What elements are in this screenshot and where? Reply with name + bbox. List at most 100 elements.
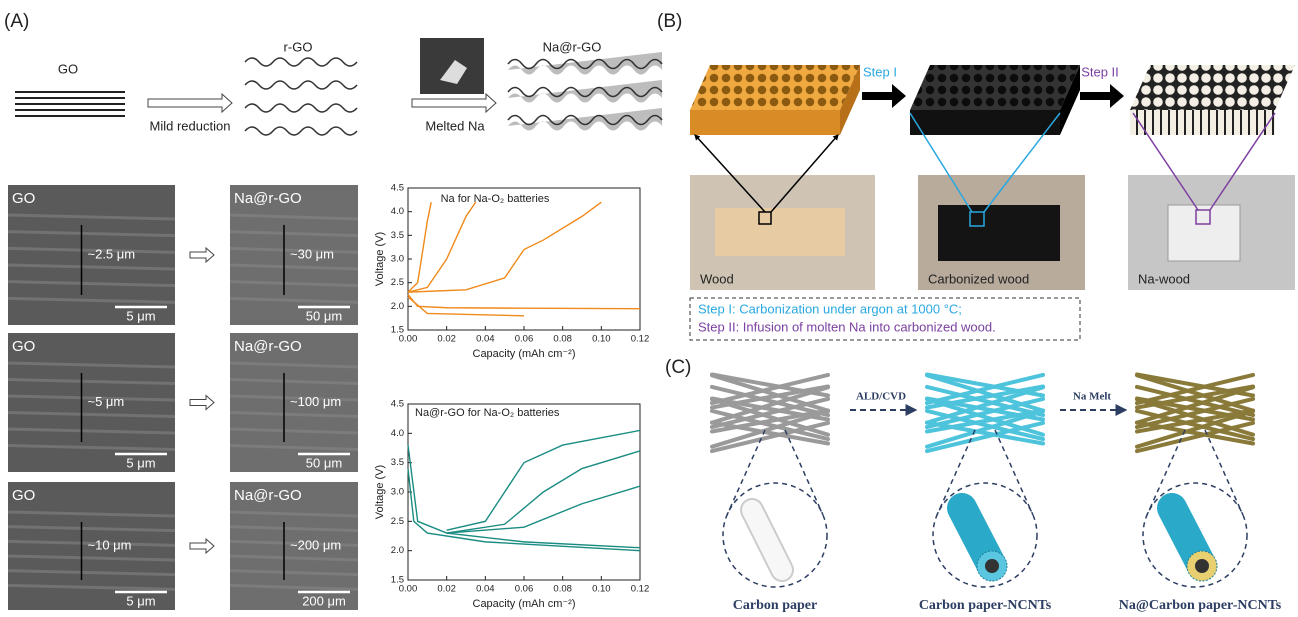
y-axis-label: Voltage (V) <box>374 465 386 519</box>
wood-block <box>690 65 860 135</box>
photo <box>1168 205 1240 261</box>
x-tick-label: 0.12 <box>631 584 650 595</box>
note: Step II: Infusion of molten Na into carb… <box>698 319 996 334</box>
figure: (A) GO Mild reduction r-GO Melted Na Na@… <box>0 0 1298 617</box>
rgo-sheet <box>245 81 357 89</box>
step-label: Step II <box>1081 64 1119 79</box>
x-axis-label: Capacity (mAh cm⁻²) <box>473 598 576 610</box>
y-tick-label: 3.5 <box>391 457 404 468</box>
carbon-block <box>910 65 1080 135</box>
scale-label: 200 μm <box>302 593 346 608</box>
na-block <box>1130 65 1295 135</box>
chart-title: Na@r-GO for Na-O₂ batteries <box>415 407 560 419</box>
chart-title: Na for Na-O₂ batteries <box>441 193 550 205</box>
arrow <box>862 84 906 108</box>
sem-grid: GO ~2.5 μm 5 μm Na@r-GO ~30 μm 50 μm GO ~5 μm 5 … <box>8 185 358 610</box>
photo <box>715 208 845 256</box>
thickness-label: ~2.5 μm <box>88 246 136 261</box>
fiber <box>752 508 1217 581</box>
caption: Carbon paper <box>733 598 817 613</box>
scale-label: 50 μm <box>306 455 342 470</box>
step-label: ALD/CVD <box>856 391 906 403</box>
meshes <box>712 375 1253 452</box>
curve <box>408 295 640 309</box>
arrow <box>190 396 214 410</box>
sem-label: Na@r-GO <box>234 190 302 207</box>
na-layer <box>508 80 662 103</box>
x-tick-label: 0.04 <box>476 334 495 345</box>
sem-label: Na@r-GO <box>234 338 302 355</box>
caption: Na@Carbon paper-NCNTs <box>1119 598 1282 613</box>
x-tick-label: 0.08 <box>553 334 572 345</box>
x-tick-label: 0.02 <box>437 334 456 345</box>
x-tick-label: 0.10 <box>592 334 611 345</box>
scale-label: 5 μm <box>126 455 155 470</box>
step-label: Na Melt <box>1073 391 1112 403</box>
x-axis-label: Capacity (mAh cm⁻²) <box>473 348 576 360</box>
y-tick-label: 2.0 <box>391 301 404 312</box>
x-tick-label: 0.10 <box>592 584 611 595</box>
photo <box>938 205 1060 261</box>
panel-label: (B) <box>657 11 682 32</box>
curve <box>408 202 601 292</box>
x-tick-label: 0.00 <box>399 334 418 345</box>
note: Step I: Carbonization under argon at 100… <box>698 301 962 316</box>
x-tick-label: 0.12 <box>631 334 650 345</box>
step-label: Melted Na <box>425 118 485 133</box>
x-tick-label: 0.06 <box>515 584 534 595</box>
stage-label: GO <box>58 61 78 76</box>
panel-label: (C) <box>665 357 691 378</box>
thickness-label: ~100 μm <box>290 394 341 409</box>
caption: Carbon paper-NCNTs <box>919 598 1052 613</box>
curve <box>447 451 640 533</box>
panel-label: (A) <box>4 11 29 32</box>
sem-label: GO <box>12 487 35 504</box>
y-tick-label: 2.5 <box>391 516 404 527</box>
arrow <box>1080 84 1124 108</box>
stage-label: Na@r-GO <box>543 39 602 54</box>
y-tick-label: 3.0 <box>391 254 404 265</box>
curve <box>447 486 640 533</box>
sem-label: GO <box>12 338 35 355</box>
arrow <box>190 248 214 262</box>
arrow <box>148 94 232 112</box>
thickness-label: ~30 μm <box>290 246 334 261</box>
step-label: Step I <box>863 64 897 79</box>
y-tick-label: 4.0 <box>391 206 404 217</box>
y-tick-label: 2.5 <box>391 277 404 288</box>
x-tick-label: 0.00 <box>399 584 418 595</box>
thickness-label: ~200 μm <box>290 537 341 552</box>
scale-label: 50 μm <box>306 308 342 323</box>
y-tick-label: 4.5 <box>391 183 404 194</box>
rgo-sheet <box>245 127 357 135</box>
rgo-sheet <box>245 104 357 112</box>
thickness-label: ~10 μm <box>88 537 132 552</box>
y-tick-label: 2.0 <box>391 545 404 556</box>
go-layers <box>15 92 125 116</box>
step-label: Mild reduction <box>150 118 231 133</box>
photo-caption: Na-wood <box>1138 271 1190 286</box>
plot-frame <box>408 404 640 580</box>
x-tick-label: 0.02 <box>437 584 456 595</box>
sem-label: Na@r-GO <box>234 487 302 504</box>
thickness-label: ~5 μm <box>88 394 125 409</box>
photo-caption: Carbonized wood <box>928 271 1029 286</box>
y-tick-label: 4.5 <box>391 399 404 410</box>
curve <box>447 430 640 530</box>
y-tick-label: 4.0 <box>391 428 404 439</box>
sem-label: GO <box>12 190 35 207</box>
arrow <box>412 94 496 112</box>
photo-caption: Wood <box>700 271 734 286</box>
scale-label: 5 μm <box>126 593 155 608</box>
stage-label: r-GO <box>284 39 313 54</box>
y-axis-label: Voltage (V) <box>374 232 386 286</box>
x-tick-label: 0.08 <box>553 584 572 595</box>
na-layer <box>508 108 662 131</box>
y-tick-label: 3.0 <box>391 487 404 498</box>
rgo-sheet <box>245 58 357 66</box>
x-tick-label: 0.04 <box>476 584 495 595</box>
curve <box>408 469 640 551</box>
y-tick-label: 3.5 <box>391 230 404 241</box>
curve <box>408 202 431 292</box>
